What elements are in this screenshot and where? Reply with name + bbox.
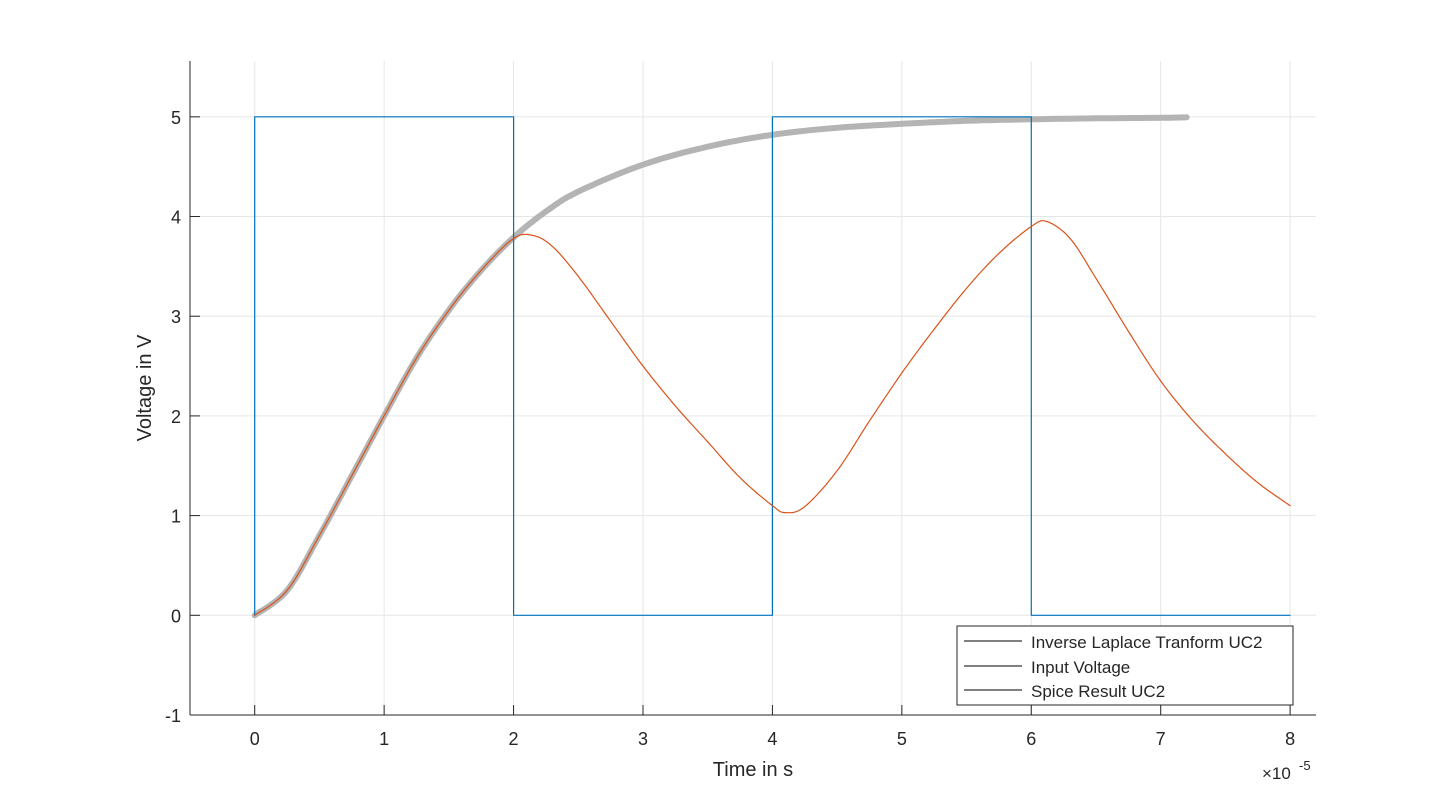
- x-tick-label: 1: [379, 729, 389, 749]
- y-tick-label: -1: [165, 706, 181, 726]
- axes-background: [190, 61, 1316, 715]
- series-spice-result-line: [254, 220, 1291, 616]
- series-input-voltage-line: [254, 116, 1291, 616]
- x-tick-label: 6: [1026, 729, 1036, 749]
- y-tick-label: 1: [171, 507, 181, 527]
- axes: [189, 61, 1316, 716]
- x-tick-label: 4: [767, 729, 777, 749]
- legend-label-inverse-laplace: Inverse Laplace Tranform UC2: [1031, 633, 1263, 652]
- x-exponent-power: -5: [1299, 758, 1311, 773]
- x-tick-label: 7: [1156, 729, 1166, 749]
- x-tick-label: 0: [250, 729, 260, 749]
- y-tick-labels: -1 0 1 2 3 4 5: [165, 108, 181, 726]
- x-tick-label: 2: [509, 729, 519, 749]
- x-exponent-multiplier: ×10: [1262, 764, 1291, 783]
- x-tick-label: 3: [638, 729, 648, 749]
- x-tick-label: 8: [1285, 729, 1295, 749]
- legend[interactable]: Inverse Laplace Tranform UC2 Input Volta…: [956, 625, 1294, 706]
- y-tick-label: 3: [171, 307, 181, 327]
- x-tick-label: 5: [897, 729, 907, 749]
- x-axis-label: Time in s: [713, 759, 793, 781]
- y-tick-label: 5: [171, 108, 181, 128]
- legend-label-input-voltage: Input Voltage: [1031, 658, 1130, 677]
- x-tick-labels: 0 1 2 3 4 5 6 7 8: [250, 729, 1295, 749]
- legend-label-spice-result: Spice Result UC2: [1031, 682, 1165, 701]
- y-tick-label: 4: [171, 208, 181, 228]
- series-layer: [251, 114, 1291, 619]
- y-tick-label: 2: [171, 407, 181, 427]
- y-tick-label: 0: [171, 606, 181, 626]
- y-axis-label: Voltage in V: [134, 334, 156, 441]
